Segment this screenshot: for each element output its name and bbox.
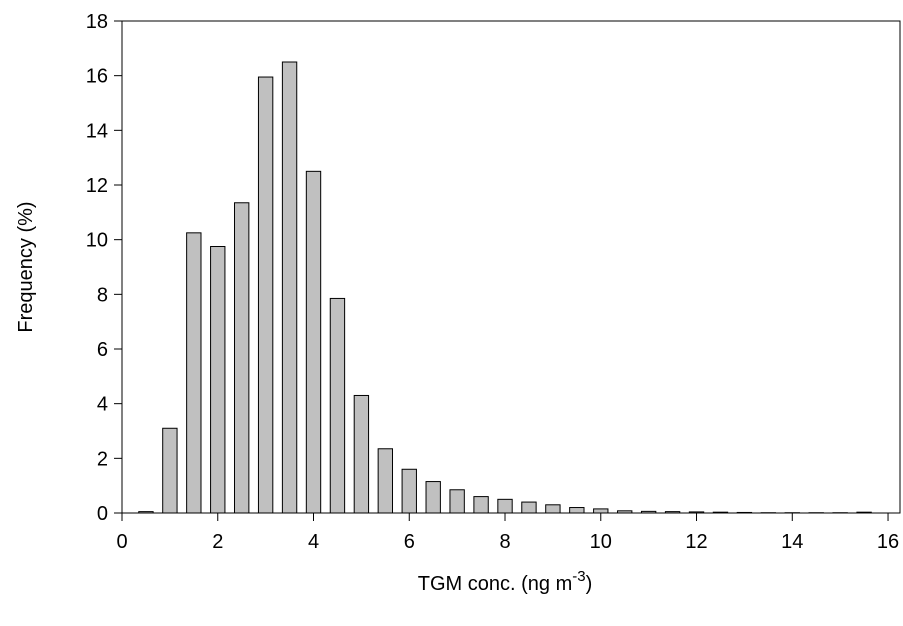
- bar: [545, 504, 561, 514]
- bar: [569, 507, 585, 514]
- y-tick-label: 18: [86, 11, 108, 33]
- bar: [186, 232, 202, 514]
- y-tick-label: 6: [97, 339, 108, 361]
- y-tick-label: 12: [86, 175, 108, 197]
- x-axis-label-superscript: -3: [572, 568, 585, 585]
- bar: [473, 496, 489, 514]
- bar: [736, 511, 753, 514]
- y-axis-label: Frequency (%): [15, 201, 37, 332]
- bar: [425, 481, 441, 514]
- bar: [234, 202, 250, 514]
- bar: [210, 246, 226, 514]
- y-tick-label: 10: [86, 230, 108, 252]
- bar: [329, 297, 346, 514]
- x-tick-label: 16: [877, 531, 899, 553]
- bar: [688, 511, 705, 514]
- x-tick-label: 2: [212, 531, 223, 553]
- bar: [353, 394, 370, 514]
- x-tick-label: 6: [404, 531, 415, 553]
- bar: [497, 498, 513, 514]
- bar: [257, 76, 274, 514]
- bar: [593, 508, 609, 514]
- y-tick-label: 14: [86, 120, 108, 142]
- y-tick-label: 2: [97, 448, 108, 470]
- bar: [162, 427, 178, 514]
- x-axis-label: TGM conc. (ng m-3): [418, 568, 593, 595]
- bar: [712, 511, 729, 514]
- bar: [377, 448, 394, 514]
- x-tick-label: 12: [685, 531, 707, 553]
- x-tick-label: 14: [781, 531, 803, 553]
- bar: [617, 510, 633, 514]
- bar: [401, 468, 417, 514]
- x-tick-label: 8: [499, 531, 510, 553]
- y-tick-label: 4: [97, 394, 108, 416]
- bar: [305, 170, 322, 514]
- y-tick-label: 16: [86, 66, 108, 88]
- bar: [856, 511, 872, 514]
- bar: [281, 61, 298, 514]
- bar: [521, 501, 537, 514]
- bar: [138, 511, 154, 514]
- bar: [640, 510, 657, 514]
- x-tick-label: 0: [116, 531, 127, 553]
- y-tick-label: 8: [97, 284, 108, 306]
- x-axis-label-suffix: ): [586, 573, 593, 595]
- bar: [664, 511, 681, 514]
- bar: [449, 489, 465, 514]
- x-axis-label-text: TGM conc. (ng m: [418, 573, 572, 595]
- y-tick-label: 0: [97, 503, 108, 525]
- x-tick-label: 4: [308, 531, 319, 553]
- x-tick-label: 10: [590, 531, 612, 553]
